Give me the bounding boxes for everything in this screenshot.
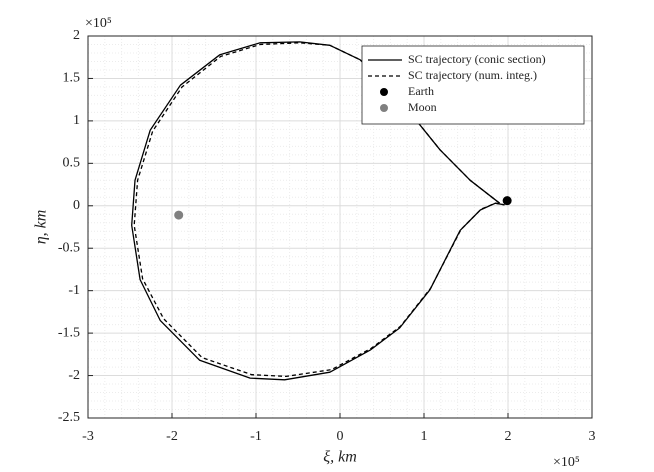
plot-area xyxy=(131,41,512,381)
y-tick-label: -2.5 xyxy=(58,410,80,425)
legend-marker xyxy=(380,104,388,112)
legend-label: SC trajectory (conic section) xyxy=(408,52,546,66)
x-tick-label: -2 xyxy=(166,429,178,444)
x-exponent: ×10⁵ xyxy=(553,455,580,470)
y-tick-label: 0 xyxy=(73,198,80,213)
y-tick-label: -2 xyxy=(68,368,80,383)
marker xyxy=(174,210,184,220)
legend-label: Earth xyxy=(408,84,434,98)
x-tick-label: 0 xyxy=(337,429,344,444)
legend-box xyxy=(361,45,585,125)
y-tick-label: 1 xyxy=(73,113,80,128)
y-tick-label: -1 xyxy=(68,283,80,298)
y-tick-label: -1.5 xyxy=(58,325,80,340)
legend-label: SC trajectory (num. integ.) xyxy=(408,68,537,82)
marker xyxy=(502,196,512,206)
x-tick-label: 2 xyxy=(505,429,512,444)
legend: SC trajectory (conic section) SC trajecto… xyxy=(361,45,585,125)
y-axis-label: η, km xyxy=(33,210,50,245)
y-tick-label: 0.5 xyxy=(63,156,81,171)
x-tick-label: -1 xyxy=(250,429,262,444)
trajectory-line xyxy=(133,42,505,378)
x-tick-label: -3 xyxy=(82,429,94,444)
legend-marker xyxy=(380,88,388,96)
y-tick-label: -0.5 xyxy=(58,240,80,255)
x-tick-label: 1 xyxy=(421,429,428,444)
y-tick-label: 1.5 xyxy=(63,71,81,86)
x-tick-label: 3 xyxy=(589,429,596,444)
y-exponent: ×10⁵ xyxy=(85,16,112,31)
legend-label: Moon xyxy=(408,100,437,114)
x-axis-label: ξ, km xyxy=(323,449,357,466)
y-tick-label: 2 xyxy=(73,28,80,43)
axes-box xyxy=(87,35,593,419)
